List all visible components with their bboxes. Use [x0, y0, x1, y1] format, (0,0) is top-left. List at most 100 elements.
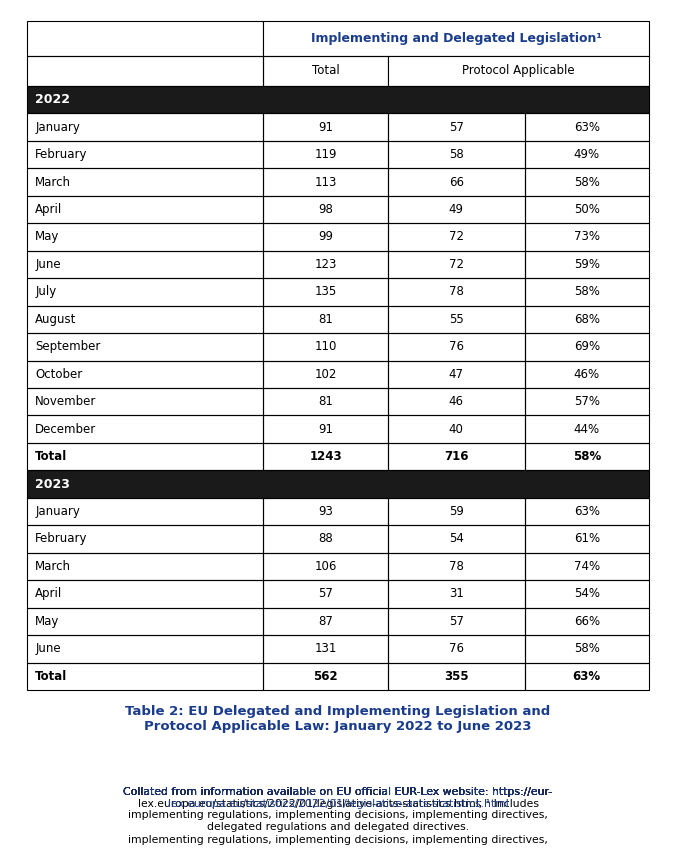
Bar: [388, 251, 525, 278]
Bar: [525, 443, 649, 470]
Bar: [388, 196, 525, 223]
Text: 99: 99: [318, 231, 333, 244]
Bar: [525, 580, 649, 607]
Bar: [27, 141, 264, 168]
Text: March: March: [35, 560, 71, 573]
Bar: [388, 525, 525, 553]
Bar: [27, 525, 264, 553]
Bar: [388, 635, 525, 662]
Bar: [264, 443, 388, 470]
Bar: [525, 141, 649, 168]
Bar: [388, 580, 525, 607]
Text: August: August: [35, 313, 76, 326]
Bar: [27, 415, 264, 443]
Bar: [525, 360, 649, 388]
Bar: [525, 113, 649, 141]
Bar: [264, 141, 388, 168]
Bar: [27, 56, 264, 86]
Text: 78: 78: [449, 286, 464, 299]
Bar: [525, 196, 649, 223]
Bar: [525, 305, 649, 333]
Text: 716: 716: [444, 450, 468, 463]
Bar: [525, 415, 649, 443]
Text: Collated from information available on EU official EUR-Lex website: https://eur-: Collated from information available on E…: [124, 787, 552, 797]
Text: May: May: [35, 231, 59, 244]
Bar: [27, 360, 264, 388]
Text: 46%: 46%: [574, 368, 600, 381]
Bar: [27, 333, 264, 360]
Bar: [388, 607, 525, 635]
Bar: [388, 278, 525, 305]
Bar: [27, 388, 264, 415]
Text: 59: 59: [449, 505, 464, 518]
Text: Total: Total: [312, 64, 339, 77]
Bar: [264, 196, 388, 223]
Bar: [264, 415, 388, 443]
Text: 135: 135: [314, 286, 337, 299]
Bar: [525, 525, 649, 553]
Bar: [525, 635, 649, 662]
Bar: [27, 470, 649, 498]
Text: 562: 562: [313, 670, 338, 683]
Text: Collated from information available on EU official EUR-Lex website: https://eur-: Collated from information available on E…: [124, 787, 552, 808]
Bar: [264, 278, 388, 305]
Bar: [525, 113, 649, 141]
Bar: [27, 498, 264, 525]
Bar: [525, 223, 649, 251]
Text: 55: 55: [449, 313, 464, 326]
Bar: [525, 333, 649, 360]
Text: 72: 72: [449, 231, 464, 244]
Text: 54%: 54%: [574, 588, 600, 601]
Text: 68%: 68%: [574, 313, 600, 326]
Bar: [27, 443, 264, 470]
Bar: [264, 168, 388, 196]
Bar: [525, 525, 649, 553]
Bar: [388, 113, 525, 141]
Bar: [264, 662, 388, 690]
Bar: [388, 662, 525, 690]
Text: 98: 98: [318, 203, 333, 216]
Text: 50%: 50%: [574, 203, 600, 216]
Text: December: December: [35, 423, 97, 436]
Bar: [388, 498, 525, 525]
Bar: [27, 196, 264, 223]
Bar: [264, 305, 388, 333]
Text: March: March: [35, 176, 71, 189]
Bar: [27, 333, 264, 360]
Text: 49%: 49%: [574, 148, 600, 161]
Bar: [388, 223, 525, 251]
Text: 49: 49: [449, 203, 464, 216]
Bar: [388, 223, 525, 251]
Text: April: April: [35, 588, 62, 601]
Bar: [27, 56, 264, 86]
Bar: [264, 56, 388, 86]
Bar: [264, 113, 388, 141]
Bar: [27, 443, 264, 470]
Text: 119: 119: [314, 148, 337, 161]
Text: 57: 57: [318, 588, 333, 601]
Text: January: January: [35, 505, 80, 518]
Bar: [27, 607, 264, 635]
Text: 46: 46: [449, 396, 464, 408]
Bar: [264, 333, 388, 360]
Bar: [264, 553, 388, 580]
Bar: [388, 443, 525, 470]
Bar: [27, 278, 264, 305]
Text: 66: 66: [449, 176, 464, 189]
Text: 131: 131: [314, 643, 337, 656]
Bar: [525, 333, 649, 360]
Bar: [388, 388, 525, 415]
Bar: [388, 141, 525, 168]
Text: 76: 76: [449, 341, 464, 353]
Bar: [264, 415, 388, 443]
Text: April: April: [35, 203, 62, 216]
Text: 81: 81: [318, 313, 333, 326]
Bar: [525, 443, 649, 470]
Bar: [264, 333, 388, 360]
Text: 58%: 58%: [574, 176, 600, 189]
Bar: [264, 305, 388, 333]
Bar: [27, 21, 264, 56]
Bar: [525, 196, 649, 223]
Bar: [27, 662, 264, 690]
Bar: [388, 305, 525, 333]
